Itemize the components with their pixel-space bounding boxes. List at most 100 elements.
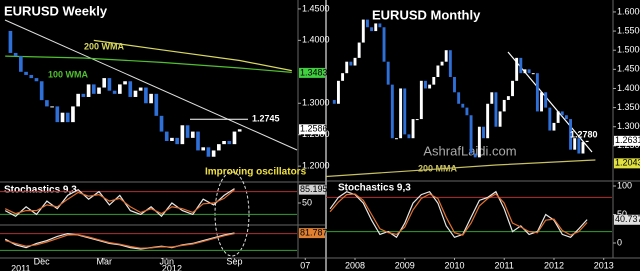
candle <box>154 93 159 116</box>
x-tick-label: 2012 <box>544 260 564 270</box>
series-line <box>5 55 292 73</box>
y-tick-label: 1.3000 <box>617 121 640 131</box>
y-tick-label: 50 <box>617 209 627 219</box>
candle <box>386 61 390 85</box>
price-tag-label: 1.2631 <box>615 135 640 145</box>
y-tick-label: 1.4500 <box>302 3 330 13</box>
series-line <box>4 189 235 215</box>
candle <box>465 107 469 116</box>
candle <box>585 140 589 143</box>
candle <box>232 131 237 145</box>
y-tick-label: 1.6000 <box>617 6 640 16</box>
candle <box>102 78 107 88</box>
candle <box>8 30 13 53</box>
candle <box>531 73 535 75</box>
candle <box>237 129 242 132</box>
candle <box>482 126 485 139</box>
candle <box>144 87 148 104</box>
series-line <box>325 159 596 178</box>
callout-label: 1.2745 <box>252 114 280 124</box>
candle <box>39 81 44 101</box>
candle <box>457 92 461 104</box>
trendline <box>4 19 298 151</box>
candle <box>399 88 403 139</box>
price-tag <box>614 135 640 146</box>
candle <box>332 99 336 104</box>
candle <box>196 131 200 151</box>
candle <box>432 76 436 85</box>
candle <box>477 126 481 158</box>
candle <box>506 96 510 100</box>
price-tag-label: 1.3483 <box>300 67 328 77</box>
x-tick-label: 2009 <box>395 260 415 270</box>
candle <box>91 84 96 94</box>
candle <box>361 19 365 43</box>
candle <box>473 153 477 158</box>
price-tag <box>614 214 640 225</box>
candle <box>97 87 101 94</box>
y-tick-label: 50 <box>302 197 312 207</box>
candle <box>390 84 394 139</box>
candle <box>175 137 179 145</box>
candle <box>378 23 382 28</box>
candle <box>138 87 143 91</box>
y-tick-label: 1.5500 <box>617 25 640 35</box>
candle <box>81 93 86 97</box>
candle <box>211 150 216 157</box>
candle <box>573 138 577 150</box>
candle <box>469 115 473 154</box>
candle <box>444 50 448 62</box>
candle <box>407 134 411 139</box>
candle <box>19 56 23 72</box>
candle <box>29 74 34 79</box>
candle <box>440 61 444 66</box>
candle <box>336 80 340 104</box>
candle <box>34 78 39 82</box>
series-label: 200 WMA <box>84 41 125 51</box>
x-tick-label: 2012 <box>162 263 182 271</box>
candle <box>222 141 226 145</box>
y-tick-label: 0 <box>617 237 622 247</box>
candle <box>374 23 378 32</box>
callout-label: 1.2780 <box>570 130 598 140</box>
candle <box>453 76 456 93</box>
candle <box>345 61 349 74</box>
x-tick-label: Mar <box>96 256 112 266</box>
candle <box>190 131 195 138</box>
series-label: 200 MMA <box>418 163 458 173</box>
candle <box>556 111 560 123</box>
panel-title: Stochastics 9,3 <box>4 185 77 196</box>
candle <box>170 137 174 142</box>
candle <box>523 69 527 74</box>
candle <box>527 69 531 74</box>
y-tick-label: 1.3000 <box>302 98 330 108</box>
candle <box>180 125 185 145</box>
candle <box>569 119 573 150</box>
price-tag <box>614 158 640 169</box>
candle <box>112 90 117 94</box>
x-tick-label: Sep <box>226 256 242 266</box>
candle <box>436 65 440 77</box>
x-tick-label: 2011 <box>495 260 514 270</box>
candle <box>544 92 548 108</box>
price-tag-label: 1.2586 <box>300 124 328 134</box>
candle <box>370 27 374 32</box>
candle <box>577 138 581 154</box>
candle <box>552 122 556 131</box>
panel-title: EURUSD Monthly <box>372 7 481 22</box>
x-tick-label: 2008 <box>345 260 365 270</box>
y-tick-label: 1.2000 <box>302 161 330 171</box>
candle <box>502 99 506 112</box>
candle <box>548 107 552 131</box>
series-line <box>329 190 588 239</box>
series-line <box>329 193 588 236</box>
candle <box>55 106 60 123</box>
candle <box>515 57 519 81</box>
x-tick-label: 07 <box>300 260 310 270</box>
candle <box>45 100 49 107</box>
candle <box>486 103 490 139</box>
candle <box>149 93 153 104</box>
series-label: 100 WMA <box>48 69 89 79</box>
